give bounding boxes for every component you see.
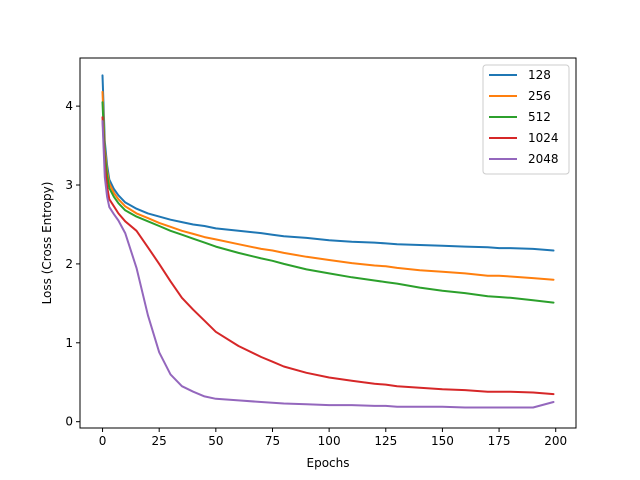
- y-tick-label: 4: [65, 99, 73, 113]
- x-tick-label: 100: [318, 434, 341, 448]
- legend-label-2048: 2048: [528, 152, 559, 166]
- legend-label-512: 512: [528, 110, 551, 124]
- x-tick-label: 125: [374, 434, 397, 448]
- series-layer: [101, 74, 555, 409]
- legend-frame: [482, 64, 570, 175]
- y-axis-label: Loss (Cross Entropy): [40, 182, 54, 305]
- legend-label-128: 128: [528, 68, 551, 82]
- x-tick-label: 0: [99, 434, 107, 448]
- legend-label-1024: 1024: [528, 131, 559, 145]
- x-tick-label: 150: [431, 434, 454, 448]
- series-line-1024: [101, 116, 555, 396]
- x-tick-label: 25: [152, 434, 167, 448]
- x-tick-label: 75: [265, 434, 280, 448]
- x-tick-label: 175: [488, 434, 511, 448]
- legend: 128 256 512 1024 2048: [482, 64, 570, 175]
- series-line-128: [101, 74, 555, 252]
- x-axis: 0 25 50 75 100 125 150 175 200: [99, 428, 567, 448]
- x-tick-label: 200: [544, 434, 567, 448]
- series-line-512: [101, 101, 555, 304]
- x-tick-label: 50: [208, 434, 223, 448]
- series-line-256: [101, 90, 555, 281]
- y-tick-label: 3: [65, 178, 73, 192]
- y-axis: 0 1 2 3 4: [65, 99, 80, 429]
- y-tick-label: 2: [65, 257, 73, 271]
- legend-label-256: 256: [528, 89, 551, 103]
- plot-frame: [79, 57, 577, 429]
- x-axis-label: Epochs: [307, 456, 350, 470]
- y-tick-label: 0: [65, 415, 73, 429]
- series-line-2048: [101, 120, 555, 409]
- y-tick-label: 1: [65, 336, 73, 350]
